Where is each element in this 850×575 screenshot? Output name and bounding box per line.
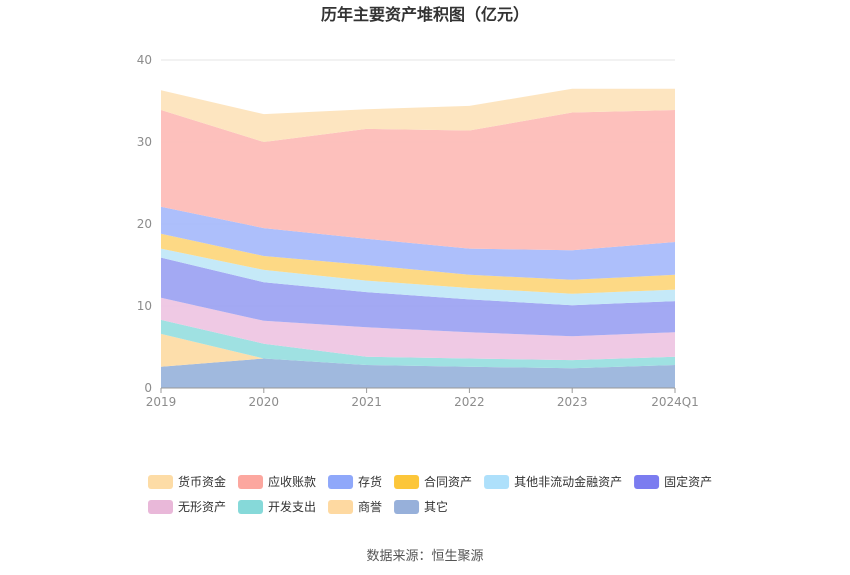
legend-swatch: [484, 475, 510, 489]
area-series: [161, 358, 675, 388]
legend-swatch: [328, 475, 354, 489]
area-series: [161, 248, 675, 306]
area-series: [161, 297, 675, 361]
x-tick-label: 2022: [454, 395, 485, 409]
chart-title: 历年主要资产堆积图（亿元）: [321, 5, 529, 24]
x-tick-label: 2021: [351, 395, 382, 409]
legend-label: 应收账款: [268, 474, 316, 489]
legend-label: 商誉: [358, 499, 382, 514]
area-series: [161, 257, 675, 337]
y-tick-label: 10: [137, 299, 152, 313]
legend-label: 存货: [358, 474, 382, 489]
legend-label: 其它: [424, 499, 448, 514]
legend-swatch: [148, 500, 173, 514]
axes: 0 10 20 30 40 2019 2020 2021 2022 2023 2024Q1: [137, 53, 699, 409]
legend-swatch: [394, 475, 420, 489]
legend-label: 合同资产: [424, 474, 472, 489]
legend-swatch: [148, 475, 173, 489]
legend-swatch: [394, 500, 420, 514]
area-series: [161, 319, 675, 369]
x-tick-label: 2023: [557, 395, 588, 409]
area-series: [161, 233, 675, 294]
legend-swatch: [328, 500, 354, 514]
x-tick-label: 2019: [146, 395, 177, 409]
y-tick-label: 20: [137, 217, 152, 231]
area-series: [161, 88, 675, 142]
legend-label: 货币资金: [178, 474, 226, 489]
legend-label: 开发支出: [268, 499, 316, 514]
legend-swatch: [238, 500, 264, 514]
legend-swatch: [634, 475, 660, 489]
legend-label: 无形资产: [178, 500, 226, 514]
legend-swatch: [238, 475, 264, 489]
source-note: 数据来源：恒生聚源: [366, 549, 483, 564]
y-tick-label: 0: [144, 381, 152, 395]
area-series: [161, 110, 675, 251]
area-series: [161, 206, 675, 280]
y-tick-label: 30: [137, 135, 152, 149]
y-tick-label: 40: [137, 53, 152, 67]
x-tick-label: 2020: [249, 395, 280, 409]
x-tick-label: 2024Q1: [651, 395, 699, 409]
legend-label: 固定资产: [664, 474, 712, 489]
legend-label: 其他非流动金融资产: [514, 474, 622, 489]
stacked-areas: [161, 88, 675, 388]
